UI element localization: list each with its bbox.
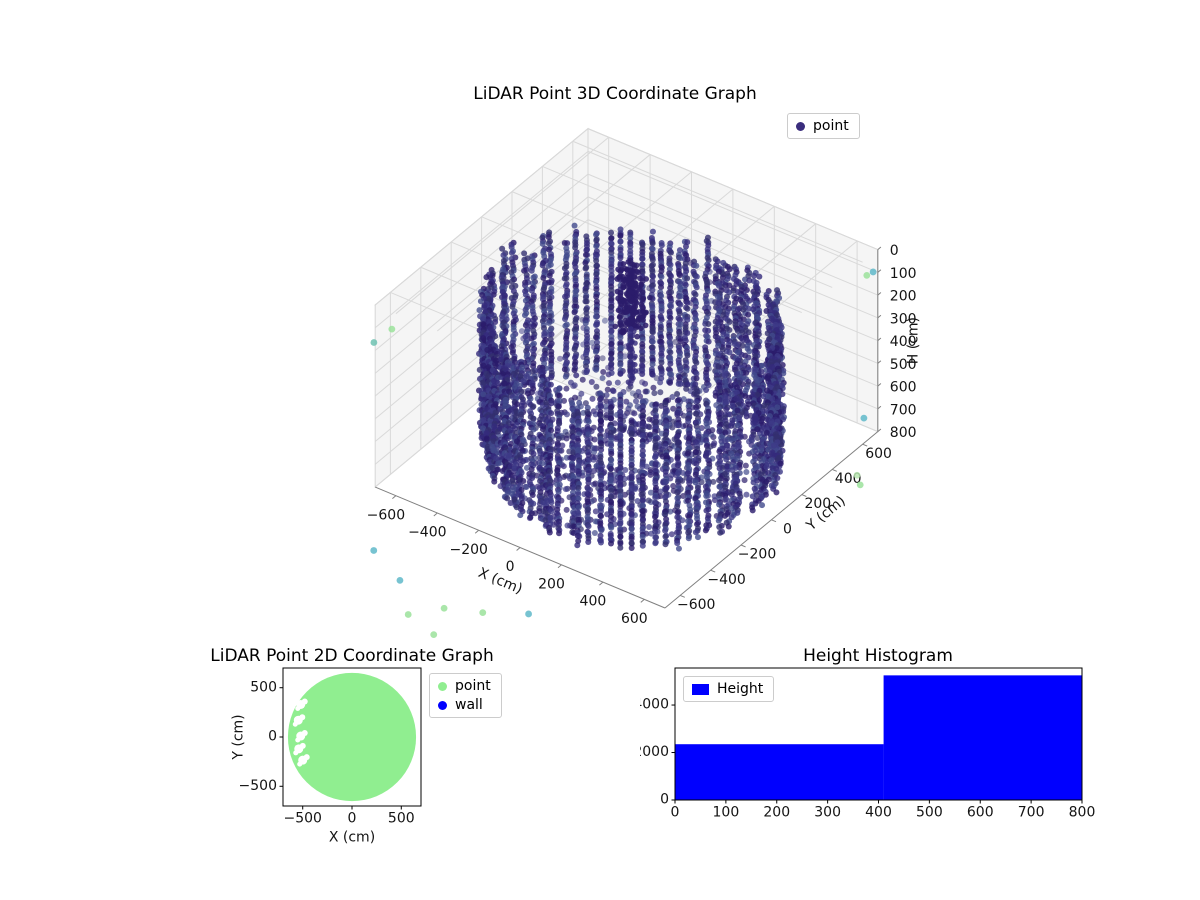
plot2d-legend-label-point: point bbox=[455, 678, 491, 694]
height-marker-icon bbox=[692, 683, 709, 695]
plot3d-title: LiDAR Point 3D Coordinate Graph bbox=[473, 84, 757, 104]
histogram-legend-label-height: Height bbox=[717, 681, 764, 697]
plot2d-legend-item-wall: wall bbox=[438, 697, 491, 713]
plot2d-legend-item-point: point bbox=[438, 678, 491, 694]
point-marker-icon bbox=[796, 121, 805, 131]
histogram-legend-item-height: Height bbox=[692, 681, 763, 697]
plot2d-legend-label-wall: wall bbox=[455, 697, 483, 713]
plot3d-canvas bbox=[330, 120, 950, 640]
wall-marker-icon bbox=[438, 700, 447, 710]
plot3d-legend-label-point: point bbox=[813, 118, 849, 134]
point-marker-icon bbox=[438, 681, 447, 691]
plot3d-legend-item-point: point bbox=[796, 118, 849, 134]
plot3d-legend: point bbox=[787, 113, 860, 139]
histogram-legend: Height bbox=[683, 676, 775, 702]
plot2d-legend: point wall bbox=[429, 673, 502, 718]
